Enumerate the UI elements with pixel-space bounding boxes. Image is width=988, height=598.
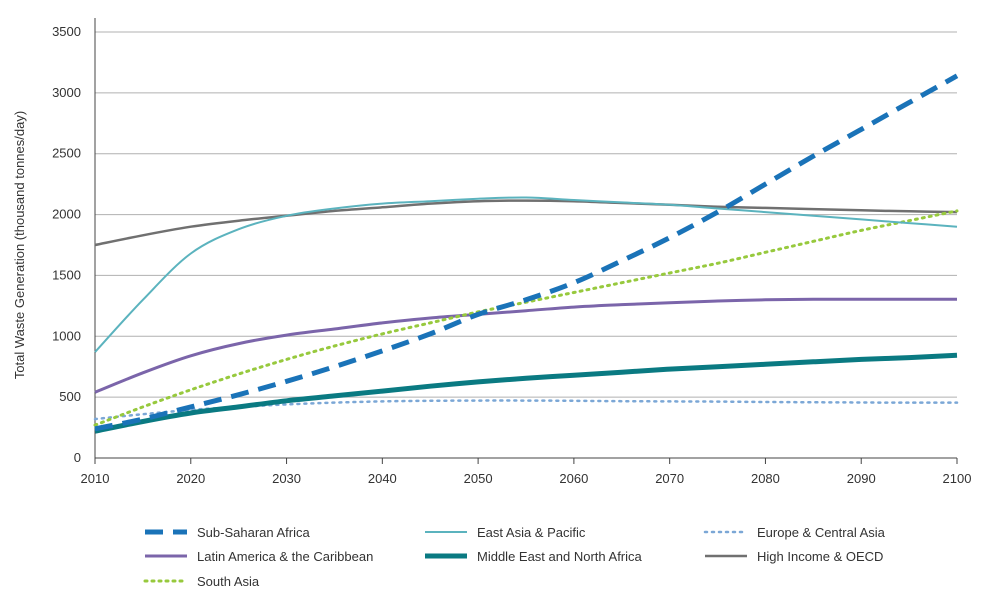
y-tick-label: 0	[74, 450, 81, 465]
series-line	[94, 196, 958, 353]
y-tick-label: 3500	[52, 24, 81, 39]
legend-item: High Income & OECD	[705, 549, 883, 564]
x-tick-label: 2020	[176, 471, 205, 486]
x-axis-ticks: 2010 2020 2030 2040 2050 2060 2070 2080 2090 2100	[81, 458, 972, 486]
series-line	[94, 297, 957, 394]
y-tick-label: 2000	[52, 207, 81, 222]
legend: Sub-Saharan Africa East Asia & Pacific Eur…	[143, 525, 886, 589]
y-tick-label: 500	[59, 389, 81, 404]
legend-item: Europe & Central Asia	[703, 525, 886, 540]
x-tick-label: 2040	[368, 471, 397, 486]
x-tick-label: 2030	[272, 471, 301, 486]
legend-label: Europe & Central Asia	[757, 525, 886, 540]
gridlines	[95, 31, 957, 459]
y-axis-ticks: 0 500 1000 1500 2000 2500 3000 3500	[52, 24, 81, 465]
legend-label: South Asia	[197, 574, 260, 589]
series-lines	[93, 73, 959, 434]
legend-label: Middle East and North Africa	[477, 549, 643, 564]
legend-item: South Asia	[143, 574, 260, 589]
x-tick-label: 2010	[81, 471, 110, 486]
legend-item: Latin America & the Caribbean	[145, 549, 373, 564]
legend-label: East Asia & Pacific	[477, 525, 586, 540]
series-line	[94, 199, 958, 247]
legend-item: Middle East and North Africa	[425, 549, 643, 564]
x-tick-label: 2080	[751, 471, 780, 486]
x-tick-label: 2100	[943, 471, 972, 486]
x-tick-label: 2070	[655, 471, 684, 486]
legend-label: Latin America & the Caribbean	[197, 549, 373, 564]
y-tick-label: 3000	[52, 85, 81, 100]
x-tick-label: 2090	[847, 471, 876, 486]
legend-label: High Income & OECD	[757, 549, 883, 564]
x-tick-label: 2050	[464, 471, 493, 486]
series-line	[94, 73, 959, 432]
y-tick-label: 1500	[52, 267, 81, 282]
legend-label: Sub-Saharan Africa	[197, 525, 311, 540]
y-tick-label: 2500	[52, 146, 81, 161]
y-axis-title: Total Waste Generation (thousand tonnes/…	[12, 111, 27, 379]
legend-item: Sub-Saharan Africa	[145, 525, 311, 540]
series-line	[94, 352, 958, 434]
y-tick-label: 1000	[52, 328, 81, 343]
legend-item: East Asia & Pacific	[425, 525, 586, 540]
x-tick-label: 2060	[559, 471, 588, 486]
series-line	[93, 209, 959, 427]
